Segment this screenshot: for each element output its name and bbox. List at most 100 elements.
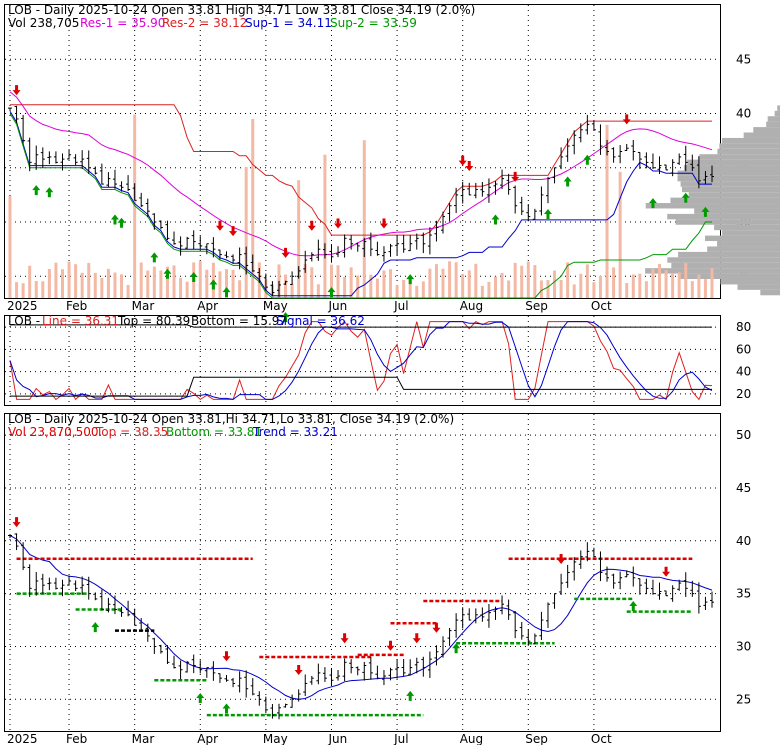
volume-bar <box>434 264 438 298</box>
volume-bar <box>461 274 465 298</box>
volume-bar <box>323 154 327 298</box>
x-tick-label: Jun <box>327 732 347 745</box>
sell-arrow <box>465 161 474 172</box>
buy-arrow <box>222 287 231 298</box>
sup2-label: Sup-2 = 33.59 <box>330 16 417 30</box>
volume-profile-bar <box>688 192 780 198</box>
x-tick-label: Aug <box>460 299 483 313</box>
volume-profile-bar <box>777 105 780 111</box>
channel-top-label: Top = 38.35 <box>95 425 168 439</box>
sell-arrow <box>557 554 566 565</box>
sell-arrow <box>294 664 303 675</box>
volume-bar <box>690 281 694 298</box>
buy-arrow <box>701 206 710 217</box>
volume-bar <box>592 282 596 298</box>
buy-arrow <box>189 271 198 282</box>
volume-profile-bar <box>677 170 780 176</box>
volume-bar <box>454 262 458 298</box>
osc-signal-label: Signal = 36.62 <box>276 314 365 328</box>
volume-bar <box>185 281 189 298</box>
volume-bar <box>546 280 550 298</box>
osc-tick-label: 80 <box>736 320 751 334</box>
buy-arrow <box>91 622 100 633</box>
volume-profile-bar <box>645 203 780 209</box>
x-tick-label: 2025 <box>7 732 38 745</box>
volume-profile-bar <box>704 235 780 242</box>
volume-bar <box>113 272 117 298</box>
x-tick-label: Feb <box>66 299 87 313</box>
x-tick-label: Oct <box>591 732 612 745</box>
x-tick-label: 2025 <box>7 299 38 313</box>
volume-profile-bar <box>678 251 780 258</box>
buy-arrow <box>406 274 415 285</box>
volume-bar <box>612 267 616 298</box>
channel-tick-label: 40 <box>736 534 751 548</box>
x-tick-label: Feb <box>66 732 87 745</box>
volume-bar <box>74 264 78 298</box>
volume-bar <box>179 278 183 298</box>
x-tick-label: Apr <box>197 299 218 313</box>
sell-arrow <box>12 85 21 96</box>
volume-bar <box>520 265 524 298</box>
res2-label: Res-2 = 38.12 <box>162 16 247 30</box>
volume-bar <box>139 262 143 298</box>
volume-bar <box>441 268 445 298</box>
buy-arrow <box>563 176 572 187</box>
volume-bar <box>585 264 589 298</box>
volume-bar <box>343 277 347 298</box>
volume-bar <box>126 285 130 298</box>
volume-bar <box>539 280 543 298</box>
x-tick-label: Oct <box>591 299 612 313</box>
volume-profile-bar <box>694 208 780 214</box>
volume-profile-bar <box>767 116 780 122</box>
price-tick-label: 40 <box>736 107 751 121</box>
volume-bar <box>238 280 242 298</box>
x-tick-label: Apr <box>197 732 218 745</box>
volume-bar <box>572 284 576 298</box>
x-tick-label: Jul <box>393 299 408 313</box>
volume-bar <box>54 262 58 298</box>
volume-bar <box>284 274 288 298</box>
price-header: LOB - Daily 2025-10-24 Open 33.81 High 3… <box>8 3 475 17</box>
volume-profile-bar <box>677 175 780 182</box>
volume-bar <box>566 262 570 298</box>
volume-bar <box>474 263 478 298</box>
x-tick-label: Mar <box>132 299 155 313</box>
volume-profile-bar <box>722 230 780 236</box>
volume-bar <box>225 269 229 298</box>
volume-bar <box>34 281 38 298</box>
volume-bar <box>579 273 583 298</box>
volume-bar <box>644 281 648 298</box>
volume-bar <box>493 276 497 298</box>
volume-bar <box>349 267 353 298</box>
x-tick-label: Jul <box>393 732 408 745</box>
volume-bar <box>80 272 84 298</box>
sup1-label: Sup-1 = 34.11 <box>245 16 332 30</box>
volume-bar <box>67 261 71 298</box>
buy-arrow <box>406 690 415 701</box>
volume-bar <box>395 285 399 298</box>
volume-bar <box>375 278 379 298</box>
sell-arrow <box>340 633 349 644</box>
buy-arrow <box>648 198 657 209</box>
volume-bar <box>60 269 64 298</box>
volume-bar <box>106 268 110 298</box>
volume-bar <box>553 270 557 298</box>
channel-tick-label: 45 <box>736 481 751 495</box>
volume-bar <box>41 281 45 298</box>
volume-bar <box>513 262 517 298</box>
x-tick-label: Jun <box>327 299 347 313</box>
osc-bottom-label: Bottom = 15.97 <box>191 314 287 328</box>
volume-profile-bar <box>683 165 780 171</box>
volume-bar <box>638 273 642 298</box>
price-tick-label: 45 <box>736 52 751 66</box>
volume-bar <box>658 263 662 298</box>
sell-arrow <box>379 218 388 229</box>
volume-bar <box>389 269 393 298</box>
volume-bar <box>146 270 150 298</box>
volume-bar <box>21 283 25 298</box>
volume-bar <box>310 267 314 298</box>
buy-arrow <box>327 287 336 298</box>
x-tick-label: May <box>263 299 288 313</box>
volume-bar <box>651 268 655 298</box>
